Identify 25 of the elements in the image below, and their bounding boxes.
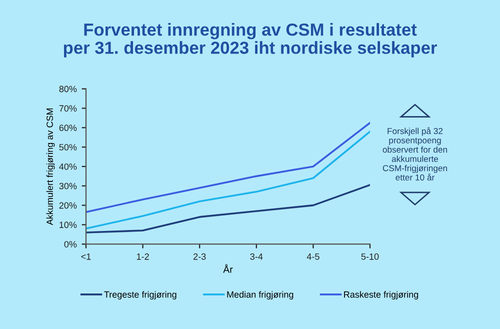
y-tick-label: 60%: [59, 124, 77, 132]
chart-title: Forventet innregning av CSM i resultatet per 31. desember 2023 iht nordiske selskaper: [64, 23, 437, 58]
x-tick-label: 5-10: [361, 253, 379, 260]
line-series: [86, 130, 370, 230]
x-tick-label: 2-3: [194, 253, 206, 260]
y-tick-label: 30%: [59, 182, 77, 190]
x-tick-label: 1-2: [136, 253, 149, 260]
y-tick-label: 70%: [59, 105, 77, 112]
line-series: [86, 122, 370, 213]
y-axis-title: Akkumulert frigjøring av CSM: [46, 108, 55, 226]
y-tick-label: 0%: [64, 241, 77, 248]
legend-label: Tregeste frigjøring: [104, 291, 176, 300]
line-series: [86, 184, 370, 234]
x-axis-title: År: [223, 264, 233, 273]
y-tick-label: 50%: [59, 144, 77, 150]
y-tick-label: 20%: [59, 202, 77, 209]
y-tick-label: 40%: [59, 163, 77, 170]
x-tick-label: <1: [81, 253, 91, 260]
x-tick-label: 3-4: [250, 253, 263, 260]
x-tick-label: 4-5: [306, 253, 320, 260]
legend-label: Median frigjøring: [227, 291, 294, 300]
y-tick-label: 80%: [59, 86, 77, 92]
legend-label: Raskeste frigjøring: [344, 291, 418, 300]
y-tick-label: 10%: [60, 222, 77, 228]
text: Forskjell på 32 prosentpoeng observert for den akkumulerte CSM-frigjøringen etter 10 år: [382, 127, 447, 180]
